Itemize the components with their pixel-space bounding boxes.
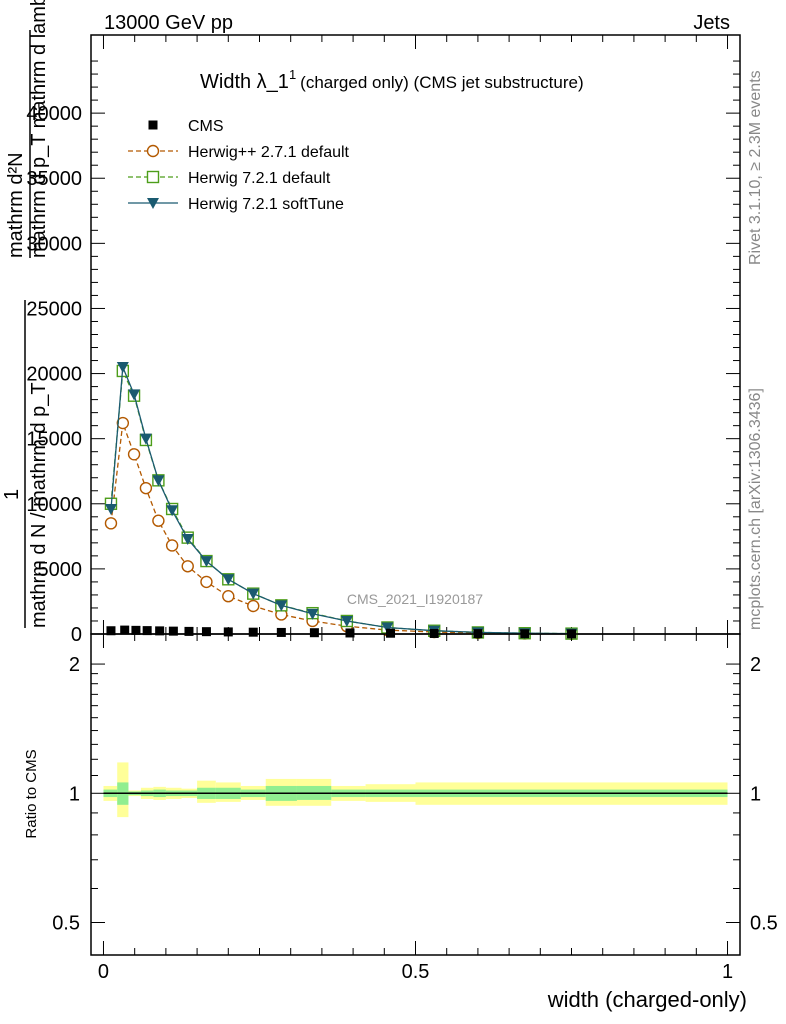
y-tick-label: 40000 [26, 103, 82, 125]
data-point-marker [104, 517, 118, 530]
data-point-marker [142, 626, 152, 636]
data-point-marker [127, 448, 141, 461]
ratio-y-tick-label-right: 1 [750, 783, 761, 805]
y-tick-label: 15000 [26, 429, 82, 451]
data-point-marker [139, 433, 152, 445]
main-plot-area: 0 5000 10000 15000 20000 25000 30000 35000 40000… [26, 34, 740, 646]
title-rest: (charged only) (CMS jet substructure) [300, 73, 583, 92]
mcplots-side-text: mcplots.cern.ch [arXiv:1306.3436] [747, 388, 764, 630]
ratio-y-tick-label-right: 0.5 [750, 912, 778, 934]
data-point-marker [247, 588, 260, 600]
ratio-y-tick-label: 2 [69, 654, 80, 676]
data-point-marker [152, 514, 165, 527]
y-tick-label: 25000 [26, 298, 82, 320]
y-tick-label: 30000 [26, 233, 82, 255]
data-point-marker [222, 574, 235, 586]
x-tick-label: 1 [722, 961, 733, 983]
x-tick-label: 0 [98, 961, 109, 983]
data-point-marker [146, 170, 160, 184]
y-tick-label: 20000 [26, 364, 82, 386]
data-point-marker [165, 539, 179, 552]
data-point-marker [181, 533, 194, 545]
data-point-marker [223, 627, 233, 637]
data-point-marker [386, 628, 396, 638]
legend-item: Herwig 7.2.1 default [128, 170, 331, 187]
data-point-marker [155, 626, 165, 636]
watermark-text: CMS_2021_I1920187 [347, 591, 483, 607]
series-line [110, 366, 572, 635]
chart-title: Width λ_11 (charged only) (CMS jet substr… [200, 67, 584, 93]
data-point-marker [201, 627, 211, 637]
data-point-marker [222, 590, 235, 603]
data-point-marker [128, 389, 141, 401]
data-point-marker [275, 600, 288, 612]
legend-label: Herwig++ 2.7.1 default [188, 144, 350, 161]
data-point-marker [152, 475, 165, 487]
data-point-marker [200, 575, 213, 589]
data-point-marker [381, 622, 394, 634]
data-point-marker [120, 625, 130, 635]
main-ylabel: mathrm d²N mathrm d p_T mathrm d lambda … [1, 0, 50, 628]
legend-item: Herwig++ 2.7.1 default [128, 144, 350, 161]
legend-label: CMS [188, 118, 224, 135]
data-point-marker [345, 628, 355, 638]
data-point-marker [309, 628, 319, 638]
data-point-marker [200, 556, 213, 568]
data-point-marker [116, 416, 130, 430]
ratio-y-tick-label-right: 2 [750, 654, 761, 676]
data-point-marker [184, 626, 194, 636]
ylabel-numerator: mathrm d²N [5, 152, 27, 258]
data-point-marker [168, 626, 178, 636]
data-point-marker [147, 198, 159, 209]
legend-item: CMS [148, 118, 224, 135]
ylabel-denominator: mathrm d p_T mathrm d lambda [28, 0, 50, 258]
ratio-y-tick-label: 0.5 [52, 912, 80, 934]
ylabel-prefix-denominator: mathrm d N / mathrm d p_T [28, 382, 50, 628]
y-tick-label: 5000 [38, 559, 83, 581]
y-tick-label: 10000 [26, 494, 82, 516]
title-sup: 1 [289, 67, 296, 82]
data-point-marker [248, 627, 258, 637]
legend: CMS Herwig++ 2.7.1 default Herwig 7.2.1 de… [128, 118, 350, 213]
series-herwig-2-7-1-default [104, 416, 578, 640]
data-point-marker [131, 625, 141, 635]
data-point-marker [166, 505, 179, 517]
y-tick-label: 35000 [26, 168, 82, 190]
data-point-marker [148, 120, 158, 130]
data-point-marker [116, 362, 129, 374]
data-point-marker [247, 599, 260, 613]
legend-label: Herwig 7.2.1 default [188, 170, 331, 187]
series-herwig-7-2-1-default [104, 364, 578, 640]
header-left-text: 13000 GeV pp [104, 12, 233, 34]
ratio-ylabel: Ratio to CMS [23, 749, 40, 838]
y-tick-label: 0 [71, 624, 82, 646]
ratio-plot-area: 0.5 0.5 1 1 2 2 0 0.5 1 [52, 634, 778, 983]
header-right-text: Jets [693, 12, 730, 34]
series-line [110, 368, 572, 635]
x-axis-label: width (charged-only) [547, 987, 747, 1012]
ylabel-prefix: 1 [1, 489, 23, 500]
data-point-marker [340, 615, 353, 627]
rivet-side-text: Rivet 3.1.10, ≥ 2.3M events [747, 70, 764, 265]
data-point-marker [181, 560, 194, 573]
series-herwig-7-2-1-softtune [104, 362, 578, 640]
data-point-marker [106, 626, 116, 636]
series-line [110, 422, 572, 635]
title-main: Width λ_1 [200, 71, 289, 93]
data-point-marker [276, 627, 286, 637]
data-point-marker [139, 481, 153, 495]
data-point-marker [146, 144, 160, 158]
legend-label: Herwig 7.2.1 softTune [188, 196, 344, 213]
data-point-marker [104, 503, 117, 515]
data-point-marker [306, 608, 319, 620]
x-tick-label: 0.5 [402, 961, 430, 983]
ratio-y-tick-label: 1 [69, 783, 80, 805]
legend-item: Herwig 7.2.1 softTune [128, 196, 344, 213]
